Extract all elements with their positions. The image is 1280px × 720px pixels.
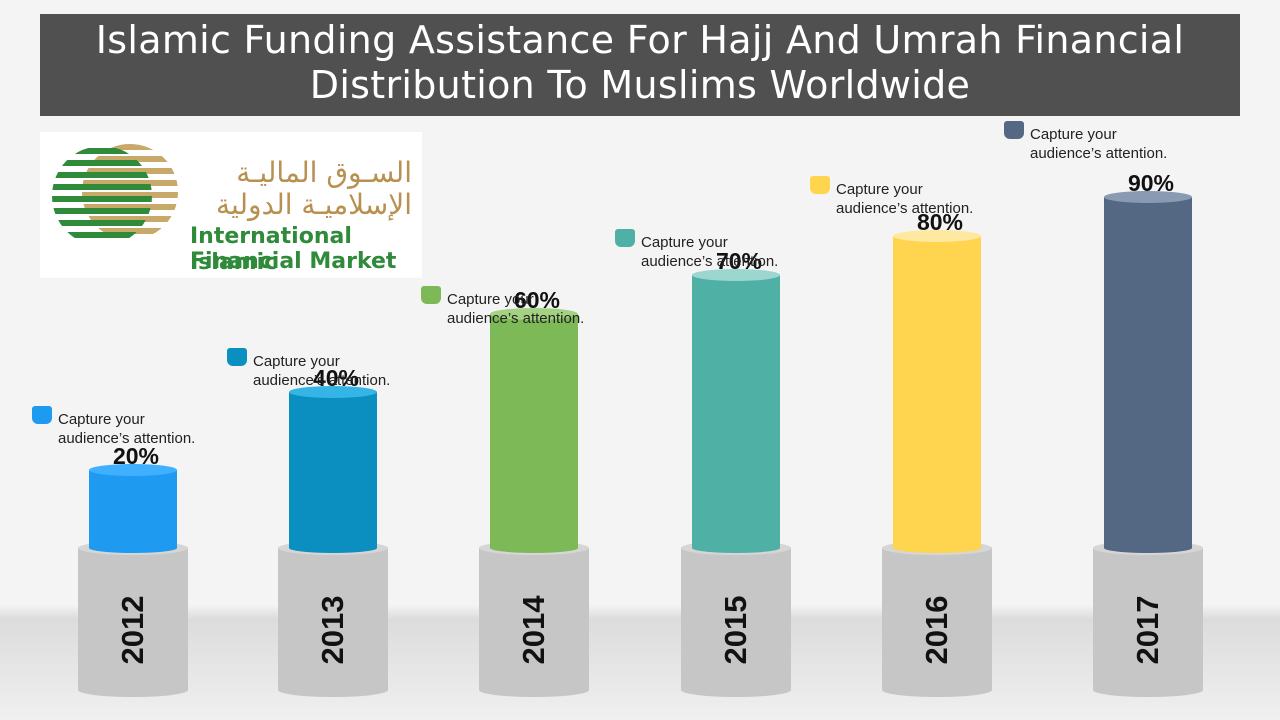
callout: Capture your audience’s attention. — [227, 348, 391, 390]
callout-swatch-icon — [227, 348, 247, 366]
callout-line1: Capture your — [58, 411, 145, 428]
bar-bottom — [490, 543, 578, 553]
callout-swatch-icon — [32, 406, 52, 424]
base-cylinder-bottom — [882, 683, 992, 697]
bar-top — [89, 464, 177, 476]
base-cylinder-bottom — [1093, 683, 1203, 697]
callout-line2: audience’s attention. — [58, 430, 196, 447]
year-label: 2012 — [115, 596, 150, 665]
logo-english-line2: Financial Market — [190, 249, 397, 274]
base-cylinder — [278, 548, 388, 690]
base-cylinder — [78, 548, 188, 690]
bar-top — [490, 308, 578, 320]
base-cylinder — [681, 548, 791, 690]
bar — [692, 275, 780, 548]
value-label: 40% — [313, 365, 359, 391]
base-cylinder — [479, 548, 589, 690]
year-label: 2016 — [919, 596, 954, 665]
bar — [89, 470, 177, 548]
bar-bottom — [692, 543, 780, 553]
callout-swatch-icon — [615, 229, 635, 247]
year-label: 2013 — [315, 596, 350, 665]
iifm-logo: السـوق الماليـة الإسلاميـة الدولية Inter… — [40, 132, 422, 278]
bar — [289, 392, 377, 548]
callout-line1: Capture your — [1030, 126, 1117, 143]
callout: Capture your audience’s attention. — [615, 229, 779, 271]
value-label: 60% — [514, 287, 560, 313]
callout-line1: Capture your — [447, 291, 534, 308]
callout-line1: Capture your — [253, 353, 340, 370]
callout: Capture your audience’s attention. — [810, 176, 974, 218]
value-label: 80% — [917, 209, 963, 235]
callout-line1: Capture your — [641, 234, 728, 251]
base-cylinder — [882, 548, 992, 690]
value-label: 20% — [113, 443, 159, 469]
base-cylinder — [1093, 548, 1203, 690]
callout-swatch-icon — [810, 176, 830, 194]
callout: Capture your audience’s attention. — [1004, 121, 1168, 163]
bar-top — [1104, 191, 1192, 203]
bar-bottom — [289, 543, 377, 553]
year-label: 2014 — [516, 595, 551, 665]
year-label: 2017 — [1130, 596, 1165, 665]
callout-swatch-icon — [421, 286, 441, 304]
bar-bottom — [89, 543, 177, 553]
base-cylinder-bottom — [681, 683, 791, 697]
bar-bottom — [1104, 543, 1192, 553]
callout-line2: audience’s attention. — [836, 200, 974, 217]
callout-line2: audience’s attention. — [447, 310, 585, 327]
base-cylinder-bottom — [278, 683, 388, 697]
base-cylinder-bottom — [479, 683, 589, 697]
slide-title: Islamic Funding Assistance For Hajj And … — [40, 14, 1240, 116]
callout-line2: audience’s attention. — [1030, 145, 1168, 162]
bar-top — [893, 230, 981, 242]
callout-line1: Capture your — [836, 181, 923, 198]
value-label: 70% — [716, 248, 762, 274]
logo-english-line1: International Islamic — [190, 224, 352, 275]
bar-top — [692, 269, 780, 281]
logo-arabic-line2: الإسلاميـة الدولية — [216, 188, 412, 221]
callout: Capture your audience’s attention. — [421, 286, 585, 328]
logo-emblem-icon — [52, 144, 178, 238]
slide-title-text: Islamic Funding Assistance For Hajj And … — [95, 18, 1185, 107]
year-label: 2015 — [718, 596, 753, 665]
callout: Capture your audience’s attention. — [32, 406, 196, 448]
value-label: 90% — [1128, 170, 1174, 196]
bar — [490, 314, 578, 548]
logo-arabic-line1: السـوق الماليـة — [236, 156, 412, 189]
bar-top — [289, 386, 377, 398]
callout-line2: audience’s attention. — [641, 253, 779, 270]
base-cylinder-bottom — [78, 683, 188, 697]
bar-bottom — [893, 543, 981, 553]
bar — [893, 236, 981, 548]
callout-swatch-icon — [1004, 121, 1024, 139]
bar — [1104, 197, 1192, 548]
callout-line2: audience’s attention. — [253, 372, 391, 389]
